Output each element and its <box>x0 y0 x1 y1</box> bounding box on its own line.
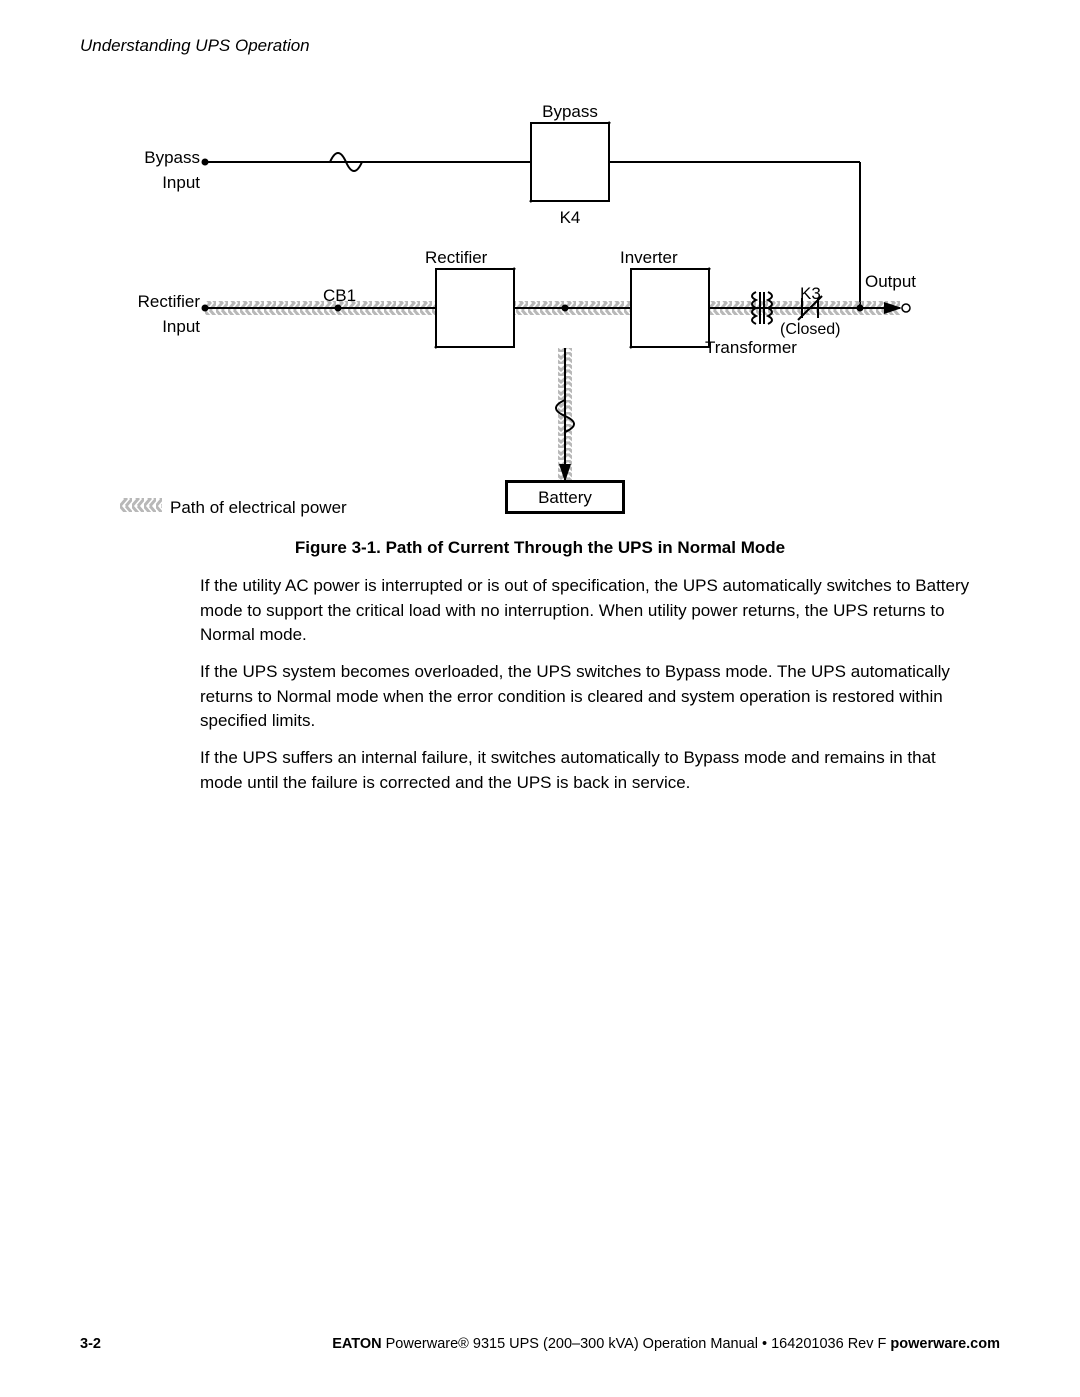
footer-brand: EATON <box>332 1336 381 1352</box>
label-output: Output <box>865 270 916 295</box>
label-cb1: CB1 <box>323 284 356 309</box>
page-header: Understanding UPS Operation <box>80 34 310 59</box>
label-k3: K3 <box>800 282 821 307</box>
label-bypass-input: Bypass Input <box>130 146 200 195</box>
footer-product: Powerware® 9315 UPS (200–300 kVA) Operat… <box>382 1336 891 1352</box>
label-k4: K4 <box>530 206 610 231</box>
footer-line: EATON Powerware® 9315 UPS (200–300 kVA) … <box>200 1334 1000 1355</box>
label-rectifier-input: Rectifier Input <box>120 290 200 339</box>
label-battery: Battery <box>505 486 625 511</box>
paragraph-1: If the utility AC power is interrupted o… <box>200 574 980 648</box>
label-legend: Path of electrical power <box>170 496 347 521</box>
figure-caption: Figure 3-1. Path of Current Through the … <box>0 536 1080 561</box>
rectifier-box <box>435 268 515 348</box>
paragraph-2: If the UPS system becomes overloaded, th… <box>200 660 980 734</box>
footer-url: powerware.com <box>890 1336 1000 1352</box>
bypass-box <box>530 122 610 202</box>
page-footer: 3-2 EATON Powerware® 9315 UPS (200–300 k… <box>80 1334 1000 1355</box>
page-number: 3-2 <box>80 1336 101 1352</box>
inverter-box <box>630 268 710 348</box>
paragraph-3: If the UPS suffers an internal failure, … <box>200 746 980 795</box>
label-transformer: Transformer <box>705 336 797 361</box>
label-rectifier: Rectifier <box>425 246 487 271</box>
label-bypass: Bypass <box>530 100 610 125</box>
ups-diagram: Bypass Input Bypass K4 Rectifier Inverte… <box>120 100 970 520</box>
label-inverter: Inverter <box>620 246 678 271</box>
